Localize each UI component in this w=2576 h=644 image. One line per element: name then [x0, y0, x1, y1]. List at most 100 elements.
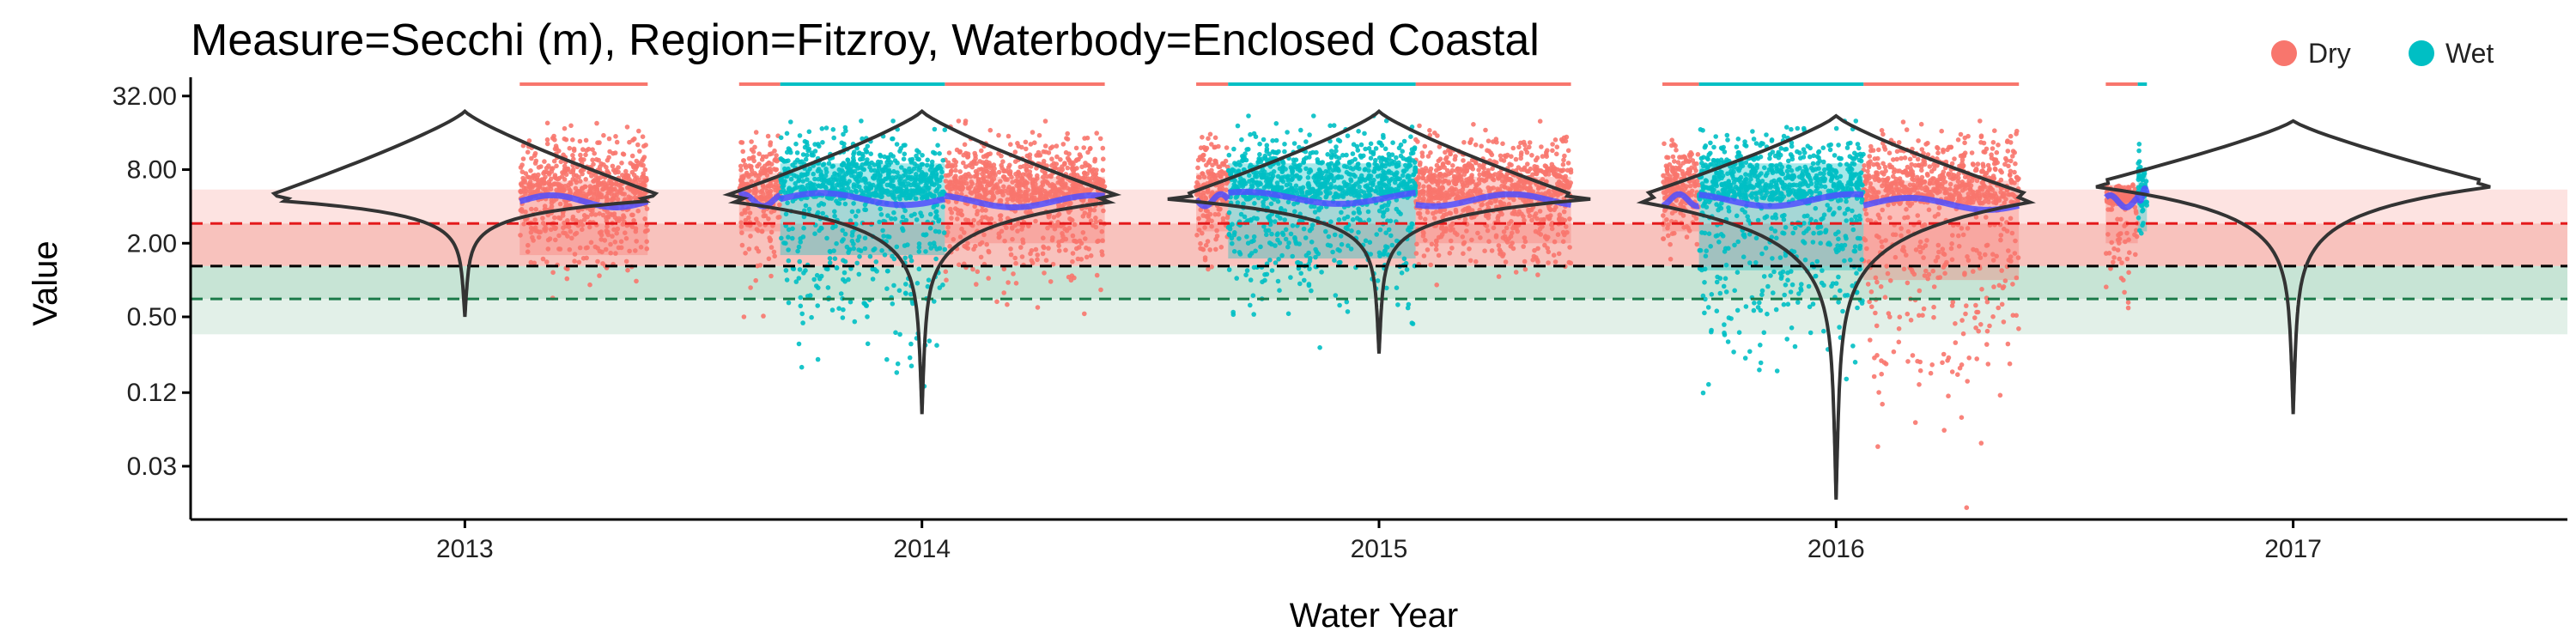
data-point-dry — [947, 244, 952, 249]
data-point-wet — [832, 209, 837, 215]
data-point-dry — [1462, 216, 1468, 222]
data-point-dry — [744, 172, 750, 178]
data-point-wet — [891, 283, 896, 289]
data-point-dry — [568, 123, 574, 129]
data-point-wet — [940, 204, 945, 210]
data-point-dry — [1966, 355, 1971, 361]
data-point-dry — [1018, 245, 1024, 250]
data-point-dry — [1930, 176, 1935, 181]
data-point-dry — [1545, 148, 1550, 153]
data-point-dry — [1483, 127, 1488, 133]
data-point-dry — [738, 224, 744, 229]
data-point-dry — [1013, 281, 1019, 286]
data-point-dry — [1964, 505, 1970, 510]
data-point-dry — [589, 173, 594, 179]
data-point-dry — [1100, 145, 1106, 151]
data-point-dry — [748, 285, 753, 290]
data-point-dry — [991, 195, 997, 201]
data-point-dry — [1053, 222, 1058, 228]
data-point-dry — [1464, 228, 1469, 234]
data-point-dry — [1928, 370, 1934, 376]
data-point-dry — [749, 172, 755, 177]
data-point-wet — [896, 178, 902, 184]
data-point-wet — [867, 253, 873, 259]
data-point-dry — [1491, 185, 1496, 191]
data-point-dry — [1978, 322, 1984, 327]
data-point-dry — [1552, 207, 1557, 213]
data-point-dry — [1077, 238, 1083, 244]
data-point-dry — [1962, 140, 1967, 146]
data-point-dry — [1880, 131, 1886, 137]
data-point-wet — [908, 157, 913, 162]
data-point-dry — [1692, 183, 1698, 189]
data-point-wet — [849, 238, 855, 244]
data-point-dry — [1999, 268, 2004, 273]
data-point-dry — [525, 249, 531, 255]
data-point-dry — [1876, 390, 1881, 395]
data-point-dry — [1948, 246, 1954, 252]
data-point-dry — [594, 120, 599, 126]
data-point-dry — [1422, 143, 1428, 149]
data-point-dry — [1444, 160, 1450, 165]
data-point-dry — [1473, 186, 1478, 192]
data-point-dry — [986, 174, 991, 179]
data-point-dry — [1899, 226, 1904, 231]
data-point-dry — [985, 152, 991, 157]
data-point-dry — [777, 202, 782, 208]
data-point-dry — [948, 172, 953, 177]
data-point-dry — [536, 234, 542, 240]
data-point-wet — [942, 127, 948, 132]
data-point-dry — [616, 245, 622, 251]
data-point-dry — [1887, 164, 1893, 170]
data-point-dry — [1543, 234, 1548, 240]
data-point-dry — [1557, 216, 1562, 222]
data-point-dry — [1529, 153, 1534, 158]
data-point-dry — [525, 149, 531, 155]
data-point-dry — [1080, 230, 1086, 235]
data-point-dry — [1996, 197, 2002, 204]
data-point-dry — [547, 236, 553, 241]
data-point-dry — [2010, 282, 2015, 287]
data-point-dry — [1521, 244, 1526, 249]
data-point-dry — [1070, 251, 1076, 256]
data-point-dry — [568, 228, 574, 234]
data-point-dry — [1564, 183, 1570, 188]
data-point-dry — [1891, 169, 1897, 175]
data-point-wet — [800, 320, 805, 325]
data-point-dry — [1081, 170, 1087, 176]
data-point-dry — [534, 175, 540, 180]
data-point-wet — [852, 319, 858, 325]
data-point-dry — [945, 225, 951, 230]
data-point-dry — [1529, 217, 1534, 223]
data-point-dry — [764, 194, 770, 199]
data-point-dry — [561, 170, 567, 175]
data-point-dry — [1675, 160, 1681, 165]
data-point-dry — [1049, 156, 1054, 161]
data-point-dry — [1021, 163, 1026, 169]
data-point-dry — [947, 179, 953, 185]
data-point-wet — [851, 201, 856, 206]
data-point-wet — [842, 279, 848, 284]
data-point-dry — [1421, 196, 1426, 202]
data-point-dry — [532, 260, 538, 266]
data-point-dry — [1551, 167, 1556, 173]
data-point-dry — [1875, 155, 1880, 161]
data-point-wet — [786, 247, 791, 252]
data-point-dry — [603, 185, 609, 191]
data-point-dry — [1959, 318, 1965, 323]
data-point-dry — [1420, 234, 1426, 239]
data-point-dry — [958, 208, 963, 214]
data-point-dry — [1476, 180, 1482, 186]
data-point-dry — [980, 160, 986, 165]
data-point-dry — [1099, 182, 1105, 187]
data-point-dry — [549, 204, 555, 210]
data-point-dry — [1871, 187, 1876, 192]
data-point-dry — [1941, 252, 1947, 258]
data-point-dry — [532, 228, 538, 234]
data-point-dry — [1203, 195, 1208, 201]
data-point-wet — [851, 155, 856, 161]
data-point-dry — [576, 259, 582, 265]
data-point-dry — [1429, 241, 1435, 247]
data-point-dry — [949, 183, 955, 189]
data-point-dry — [1950, 233, 1955, 238]
